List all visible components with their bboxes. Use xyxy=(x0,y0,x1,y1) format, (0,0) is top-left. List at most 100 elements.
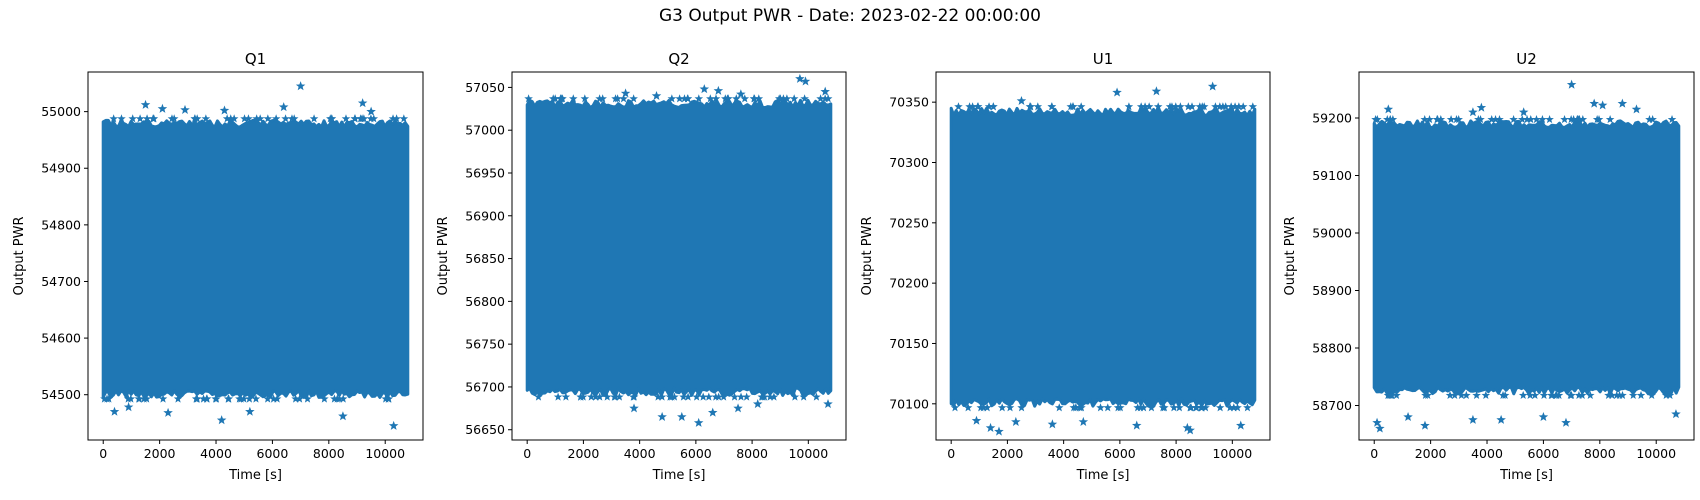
data-point xyxy=(392,114,401,123)
data-point xyxy=(1131,420,1142,430)
data-point xyxy=(222,114,232,123)
x-axis-label: Time [s] xyxy=(1076,468,1130,483)
x-tick-label: 8000 xyxy=(1584,446,1616,461)
x-axis-label: Time [s] xyxy=(1499,468,1553,483)
x-tick-label: 8000 xyxy=(313,446,345,461)
data-point xyxy=(272,394,282,403)
data-point xyxy=(338,411,348,421)
data-point xyxy=(134,394,144,403)
data-point xyxy=(1005,403,1015,412)
y-tick-label: 55000 xyxy=(41,104,81,119)
data-point xyxy=(693,417,704,427)
data-band xyxy=(101,118,410,399)
y-tick-label: 59200 xyxy=(1312,111,1352,126)
y-tick-label: 56800 xyxy=(465,294,505,309)
data-point xyxy=(1661,390,1671,400)
data-point xyxy=(561,392,571,401)
data-point xyxy=(1457,390,1466,400)
data-point xyxy=(1372,417,1382,427)
data-point xyxy=(327,114,336,123)
data-point xyxy=(163,407,173,417)
data-point xyxy=(1229,403,1239,412)
data-point xyxy=(950,403,960,412)
data-point xyxy=(679,392,688,401)
data-point xyxy=(1566,79,1577,89)
data-point xyxy=(1075,403,1085,412)
data-point xyxy=(795,73,805,83)
data-point xyxy=(1233,403,1242,412)
subplot-q2: Q2 0 2000 4000 6000 8000 10000 56650 56700 56750 5… xyxy=(436,50,847,483)
data-point xyxy=(615,392,624,401)
data-point xyxy=(157,103,168,113)
data-point xyxy=(1375,423,1385,433)
data-point xyxy=(1136,102,1146,111)
data-point xyxy=(1144,102,1154,111)
data-point xyxy=(965,102,974,111)
data-point xyxy=(1140,102,1150,111)
data-point xyxy=(263,394,272,403)
data-point xyxy=(252,114,261,123)
data-point xyxy=(381,394,390,403)
data-point xyxy=(994,426,1004,436)
data-point xyxy=(1476,102,1487,112)
x-tick-label: 0 xyxy=(99,446,107,461)
data-point xyxy=(1648,115,1657,124)
data-point xyxy=(245,406,255,416)
y-axis-label: Output PWR xyxy=(12,216,27,295)
y-tick-label: 70250 xyxy=(889,215,929,230)
data-point xyxy=(1147,403,1156,412)
data-point xyxy=(229,114,239,123)
data-point xyxy=(1421,390,1430,400)
data-point xyxy=(1525,390,1535,400)
data-point xyxy=(1016,95,1027,105)
x-tick-label: 2000 xyxy=(992,446,1024,461)
data-point xyxy=(651,90,662,101)
data-point xyxy=(1468,107,1478,117)
data-point xyxy=(1615,390,1624,400)
data-band xyxy=(949,106,1257,408)
data-point xyxy=(295,394,304,403)
x-tick-label: 0 xyxy=(1370,446,1378,461)
data-point xyxy=(1604,390,1613,400)
data-point xyxy=(1243,403,1252,412)
data-point xyxy=(711,392,721,401)
data-point xyxy=(984,102,994,111)
data-point xyxy=(128,114,137,123)
data-point xyxy=(1388,115,1398,124)
data-point xyxy=(580,94,590,103)
data-point xyxy=(1578,115,1588,124)
data-point xyxy=(388,114,398,123)
y-tick-label: 58900 xyxy=(1312,283,1352,298)
data-point xyxy=(1112,87,1122,97)
data-point xyxy=(732,94,741,103)
data-point xyxy=(692,392,701,401)
data-point xyxy=(576,392,585,401)
data-point xyxy=(1124,102,1134,111)
data-point xyxy=(694,94,704,103)
band-edge-markers xyxy=(1371,115,1677,400)
data-point xyxy=(109,114,118,123)
data-point xyxy=(1539,390,1549,400)
data-point xyxy=(1171,102,1181,111)
data-point xyxy=(524,94,533,103)
data-point xyxy=(1068,102,1078,111)
band-edge-markers xyxy=(524,94,833,401)
data-point xyxy=(1392,390,1401,400)
data-point xyxy=(595,94,604,103)
data-point xyxy=(158,394,168,403)
y-axis-label: Output PWR xyxy=(860,216,875,295)
data-point xyxy=(1215,403,1225,412)
data-point xyxy=(971,415,982,425)
data-point xyxy=(251,394,261,403)
data-point xyxy=(169,114,179,123)
data-point xyxy=(704,392,714,401)
data-point xyxy=(765,392,775,401)
data-point xyxy=(985,422,996,432)
data-point xyxy=(1647,390,1656,400)
data-point xyxy=(1567,390,1576,400)
data-point xyxy=(979,403,988,412)
y-tick-label: 70300 xyxy=(889,155,929,170)
band-edge-markers xyxy=(950,102,1258,412)
data-point xyxy=(1186,403,1196,412)
